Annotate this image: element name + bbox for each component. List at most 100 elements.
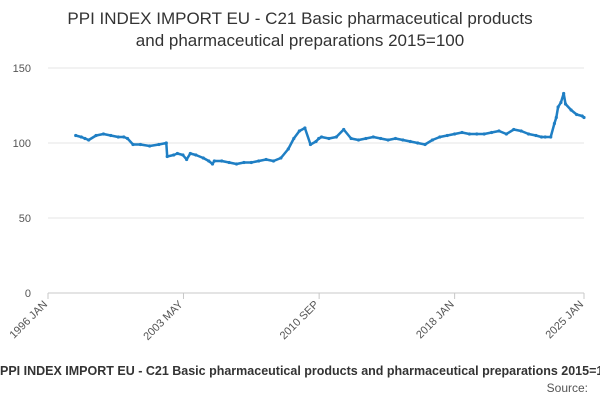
data-point-11 [138,142,143,147]
data-point-50 [379,136,383,141]
data-point-68 [512,127,516,132]
data-point-81 [569,108,573,112]
data-point-54 [408,139,412,144]
data-point-70 [526,132,531,136]
data-point-72 [539,135,544,139]
data-point-46 [349,136,353,141]
data-point-33 [271,159,276,163]
data-point-0 [74,133,78,138]
data-point-3 [87,138,91,142]
data-point-15 [165,154,169,159]
chart-title: PPI INDEX IMPORT EU - C21 Basic pharmace… [0,8,600,52]
data-point-80 [563,102,568,106]
data-point-4 [94,133,98,138]
data-point-23 [207,159,211,163]
data-point-39 [308,142,313,147]
data-point-71 [534,133,538,138]
data-point-62 [467,132,472,136]
source-label: Source: [546,381,588,395]
data-point-53 [401,138,405,142]
data-point-67 [504,132,508,136]
data-point-63 [475,132,479,136]
data-point-37 [297,129,301,133]
data-point-76 [554,115,558,120]
data-point-27 [227,160,231,165]
data-point-30 [249,160,253,165]
data-point-21 [194,153,198,157]
data-point-12 [148,144,152,148]
data-point-17 [175,151,179,156]
data-point-32 [264,157,268,162]
data-point-18 [181,153,185,157]
data-point-10 [131,142,135,147]
data-point-66 [497,129,501,133]
data-point-65 [489,130,494,135]
data-point-74 [549,135,553,139]
data-point-61 [460,130,464,135]
x-tick-label-0: 1996 JAN [7,299,50,342]
data-point-64 [482,132,486,136]
data-point-73 [543,135,547,139]
data-point-49 [371,135,375,139]
data-point-69 [519,129,523,133]
data-point-45 [342,127,346,132]
data-point-77 [556,105,560,109]
data-point-24 [210,162,215,166]
data-point-26 [220,159,224,163]
data-point-31 [257,159,261,163]
data-point-56 [423,142,427,147]
data-point-22 [201,156,205,160]
data-point-38 [303,126,307,130]
data-point-82 [575,112,579,117]
data-point-29 [242,160,246,165]
data-point-36 [292,136,296,141]
data-point-9 [125,136,130,141]
data-point-8 [122,135,126,139]
data-point-60 [453,132,457,136]
data-point-55 [416,141,420,145]
data-point-84 [582,115,586,120]
data-point-44 [334,135,338,139]
data-point-75 [552,121,557,126]
x-tick-label-4: 2025 JAN [543,299,586,342]
data-point-20 [188,151,192,156]
y-tick-label-1: 50 [19,213,31,225]
data-point-6 [109,133,113,138]
data-point-35 [286,147,290,151]
chart-title-line-2: and pharmaceutical preparations 2015=100 [135,31,465,50]
x-tick-label-1: 2003 MAY [141,298,186,343]
data-point-42 [319,135,324,139]
data-point-1 [79,135,83,139]
y-tick-label-2: 100 [13,138,31,150]
data-point-14 [164,141,168,145]
series-line-0 [74,92,586,166]
y-tick-label-3: 150 [13,63,31,75]
data-point-78 [559,100,563,105]
data-point-79 [562,91,566,96]
data-point-51 [386,138,390,142]
x-tick-label-3: 2018 JAN [414,299,457,342]
data-point-5 [101,132,106,136]
data-point-58 [438,135,442,139]
data-point-48 [364,136,368,141]
data-point-43 [327,136,331,141]
data-point-34 [279,156,283,160]
data-point-28 [234,162,239,166]
data-point-57 [430,138,435,142]
chart-title-line-1: PPI INDEX IMPORT EU - C21 Basic pharmace… [67,9,533,28]
data-point-19 [185,157,189,162]
data-point-40 [314,139,318,144]
data-point-47 [356,138,361,142]
data-point-13 [157,142,161,147]
x-tick-label-2: 2010 SEP [278,299,322,343]
data-point-59 [445,133,449,138]
data-point-41 [317,136,321,141]
data-point-25 [212,159,216,163]
data-point-7 [116,135,120,139]
y-tick-label-0: 0 [25,288,31,300]
data-point-2 [83,136,87,141]
data-point-16 [172,153,176,157]
data-point-52 [393,136,398,141]
footer-title: PPI INDEX IMPORT EU - C21 Basic pharmace… [0,364,600,378]
